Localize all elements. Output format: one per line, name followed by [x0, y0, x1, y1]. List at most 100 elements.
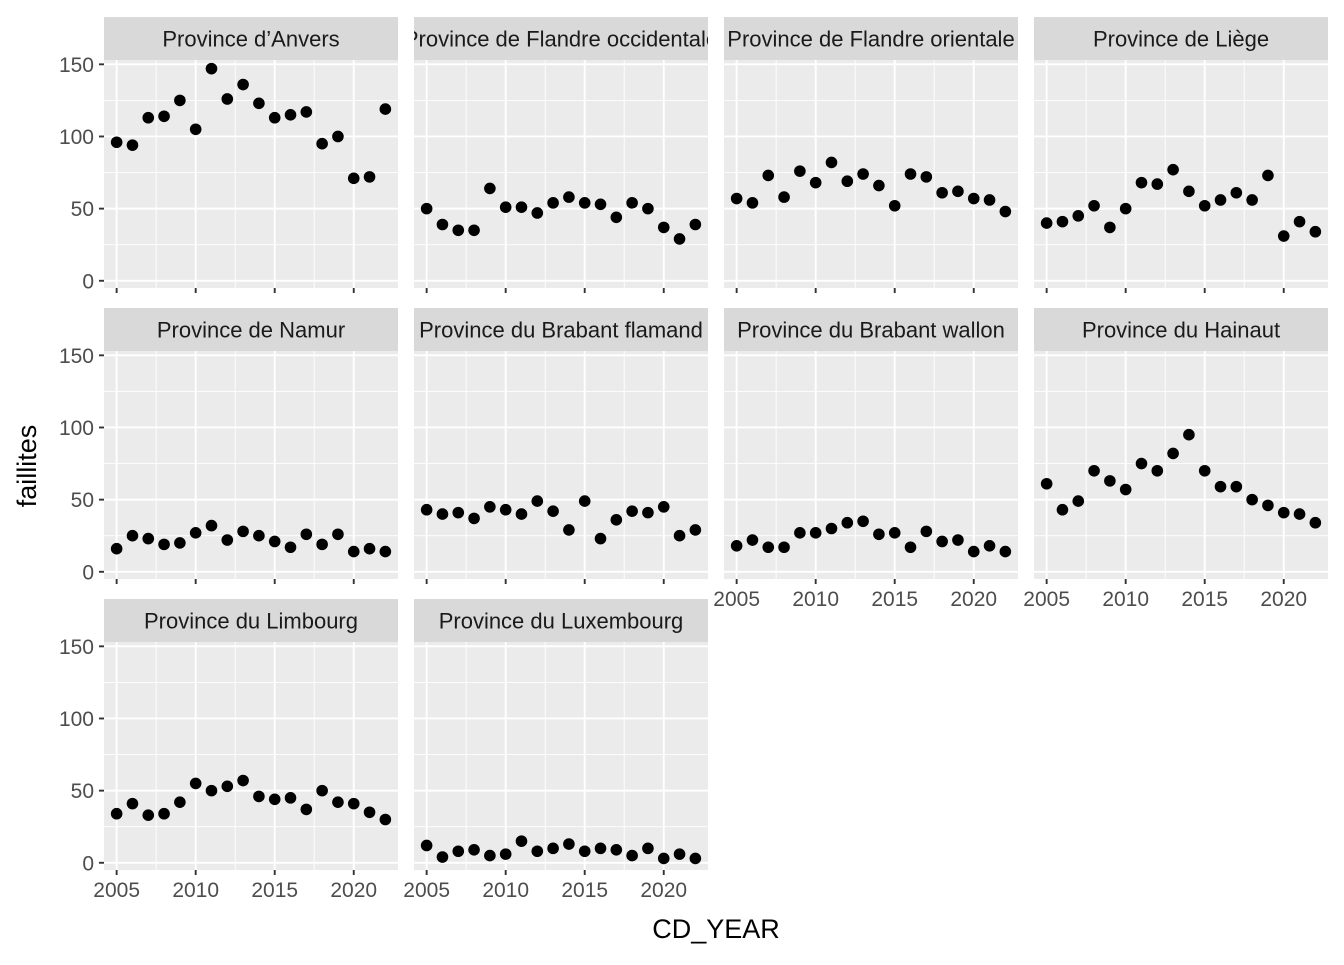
data-point: [1262, 169, 1274, 182]
x-tick-label: 2010: [792, 588, 839, 611]
data-point: [920, 171, 933, 183]
data-point: [253, 97, 265, 110]
facet-title: Province du Brabant wallon: [737, 318, 1005, 343]
x-tick-label: 2020: [640, 879, 687, 902]
y-axis-title: faillites: [12, 425, 42, 508]
facet-panel: Province du Limbourg 0 50 100 150 2005 2010 201…: [59, 599, 398, 902]
x-tick-label: 2005: [1023, 588, 1070, 611]
data-point: [578, 845, 591, 858]
data-point: [158, 110, 170, 123]
data-point: [158, 538, 170, 551]
data-point: [1040, 477, 1053, 490]
data-point: [484, 182, 496, 195]
data-point: [284, 109, 297, 121]
data-point: [1151, 464, 1164, 477]
data-point: [578, 197, 591, 209]
facet-title: Province du Limbourg: [144, 609, 358, 634]
data-point: [778, 191, 790, 203]
x-tick-label: 2005: [403, 879, 450, 902]
data-point: [515, 508, 528, 520]
facet-panel: Province du Brabant flamand: [414, 308, 708, 584]
data-point: [547, 505, 559, 517]
data-point: [673, 529, 686, 542]
data-point: [1167, 447, 1179, 460]
x-tick-label: 2020: [950, 588, 997, 611]
data-point: [221, 534, 234, 546]
data-point: [594, 532, 607, 545]
data-point: [126, 529, 139, 542]
data-point: [1293, 215, 1306, 228]
data-point: [300, 528, 313, 541]
data-point: [825, 522, 838, 535]
x-tick-label: 2015: [1181, 588, 1228, 611]
data-point: [468, 843, 480, 856]
panel-background: [414, 642, 708, 870]
data-point: [673, 233, 686, 245]
data-point: [888, 527, 901, 539]
data-point: [531, 207, 544, 219]
data-point: [730, 192, 743, 205]
data-point: [1277, 506, 1290, 519]
x-tick-label: 2020: [330, 879, 377, 902]
y-tick-label: 0: [82, 561, 94, 584]
y-tick-label: 150: [59, 636, 94, 659]
data-point: [778, 541, 790, 554]
facet-strip: [1034, 308, 1328, 351]
data-point: [110, 542, 123, 555]
data-point: [205, 784, 218, 797]
data-point: [1088, 464, 1100, 477]
data-point: [825, 156, 838, 169]
data-point: [484, 501, 496, 513]
facet-strip: [724, 308, 1018, 351]
data-point: [174, 94, 186, 107]
facet-strip: [1034, 17, 1328, 60]
data-point: [1056, 503, 1069, 516]
facet-strip: [414, 308, 708, 351]
data-point: [363, 171, 376, 183]
data-point: [936, 535, 948, 548]
data-point: [794, 165, 806, 177]
data-point: [332, 796, 344, 808]
y-tick-label: 50: [71, 780, 94, 803]
data-point: [642, 506, 654, 519]
data-point: [1198, 199, 1211, 212]
data-point: [762, 541, 775, 554]
data-point: [1309, 516, 1322, 529]
data-point: [515, 201, 528, 213]
data-point: [999, 205, 1012, 218]
data-point: [967, 545, 980, 558]
facet-title: Province du Luxembourg: [439, 609, 684, 634]
data-point: [809, 527, 822, 539]
data-point: [126, 797, 139, 810]
data-point: [347, 172, 360, 185]
data-point: [284, 792, 297, 804]
data-point: [1104, 221, 1116, 234]
data-point: [904, 541, 917, 554]
data-point: [110, 807, 123, 820]
data-point: [657, 501, 670, 513]
facet-panel: Province d’Anvers 0 50 100 150: [59, 17, 398, 293]
data-point: [610, 514, 623, 526]
data-point: [952, 185, 964, 198]
x-tick-label: 2010: [1102, 588, 1149, 611]
data-point: [332, 130, 344, 143]
data-point: [499, 503, 512, 516]
data-point: [1183, 428, 1195, 441]
data-point: [1072, 495, 1085, 507]
data-point: [983, 194, 996, 206]
data-point: [1230, 480, 1243, 493]
data-point: [268, 535, 281, 548]
data-point: [347, 545, 360, 558]
data-point: [762, 169, 775, 182]
data-point: [110, 136, 123, 149]
data-point: [920, 525, 933, 538]
data-point: [347, 797, 360, 810]
data-point: [1246, 493, 1258, 506]
x-tick-label: 2020: [1260, 588, 1307, 611]
data-point: [253, 790, 265, 803]
data-point: [730, 540, 743, 552]
data-point: [841, 516, 854, 529]
facet-strip: [724, 17, 1018, 60]
